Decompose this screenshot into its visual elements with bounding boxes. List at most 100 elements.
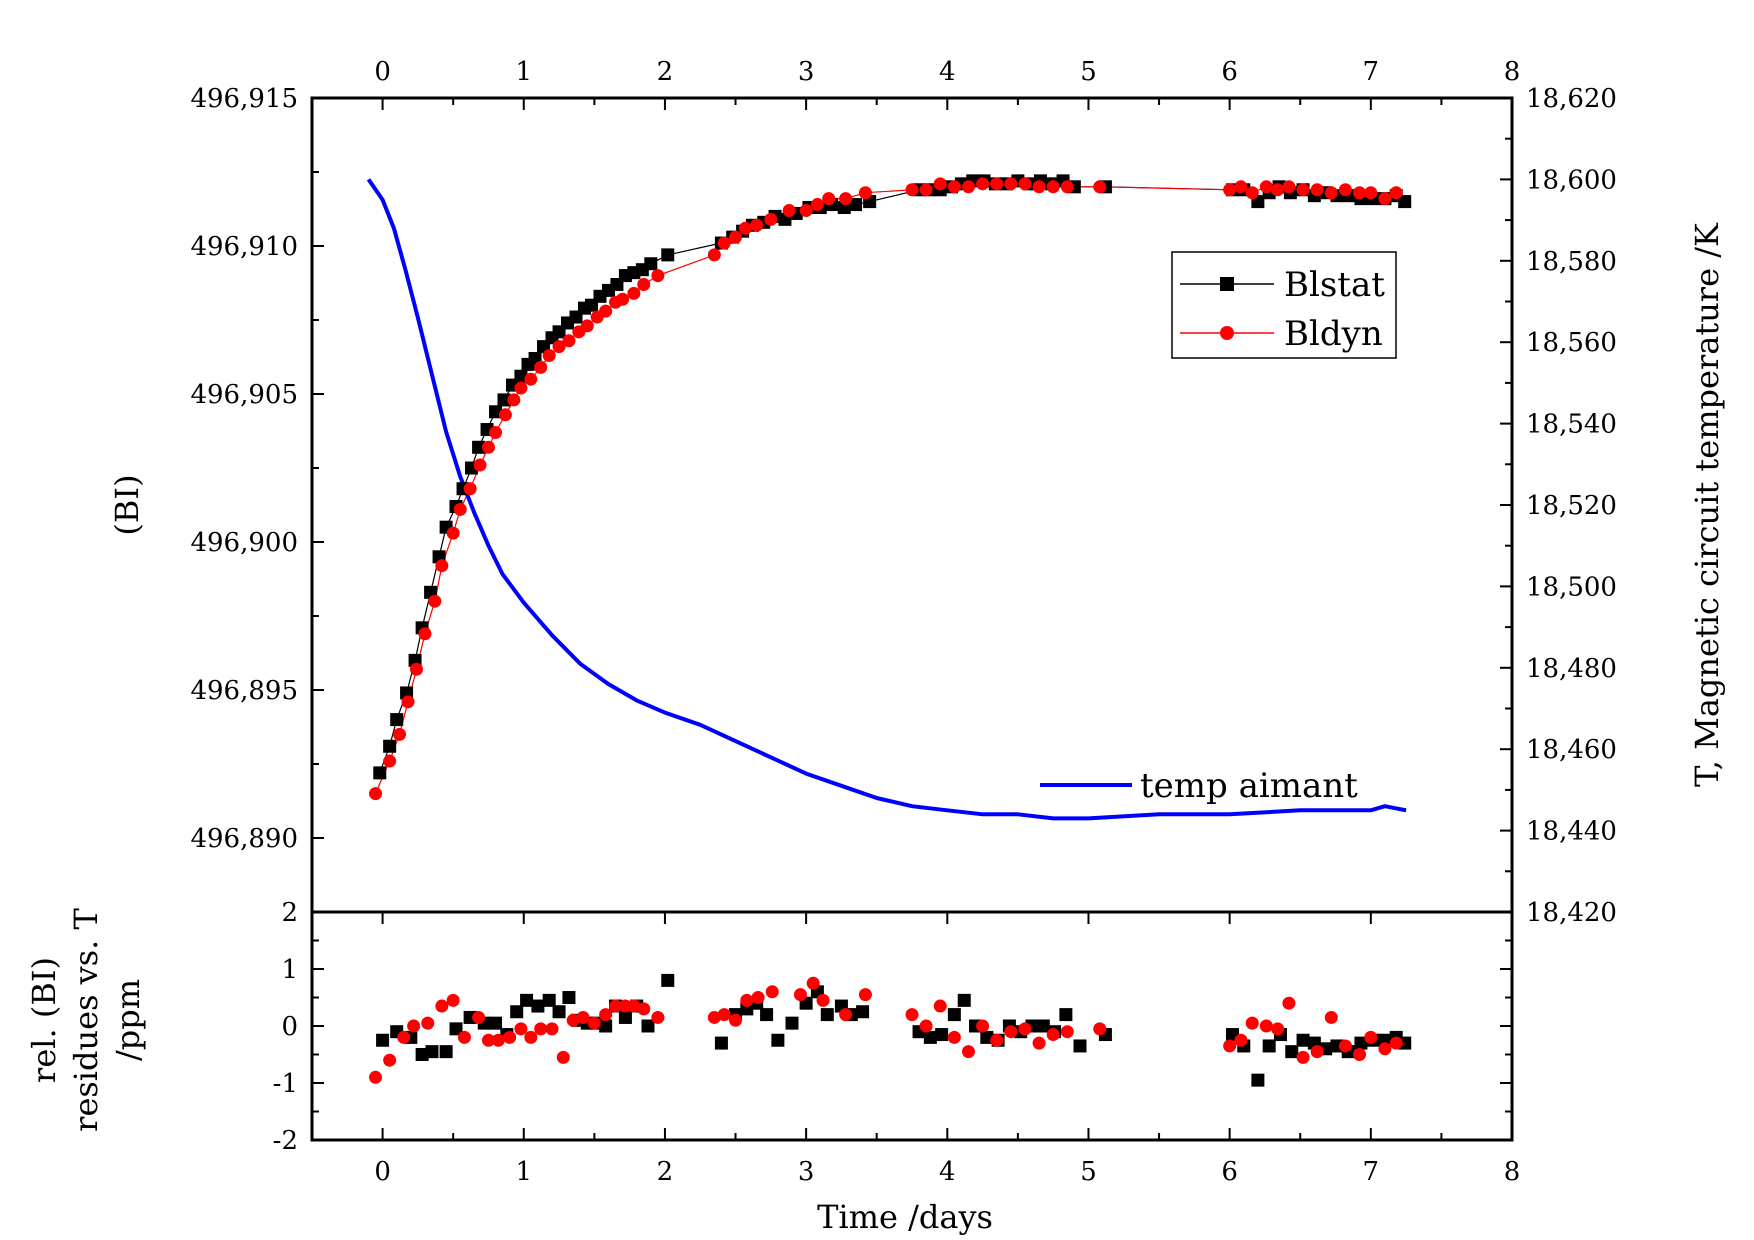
- bldyn-point: [799, 203, 813, 217]
- residue-bldyn-point: [1338, 1039, 1352, 1053]
- bldyn-point: [1093, 180, 1107, 194]
- residue-bldyn-point: [1364, 1030, 1378, 1044]
- residue-bldyn-point: [514, 1022, 528, 1036]
- legend-box: [1171, 251, 1397, 359]
- residue-bldyn-point: [765, 985, 779, 999]
- residue-bldyn-point: [435, 999, 449, 1013]
- residue-bldyn-point: [1032, 1036, 1046, 1050]
- residue-blstat-point: [562, 991, 576, 1004]
- residue-bldyn-point: [1234, 1033, 1248, 1047]
- residue-blstat-point: [641, 1019, 655, 1033]
- bldyn-point: [473, 458, 487, 472]
- left-y-tick-label: 496,915: [190, 84, 298, 114]
- residues-y-tick-label: -2: [273, 1126, 298, 1156]
- residues-y-title-line3: /ppm: [109, 979, 147, 1061]
- residue-bldyn-point: [1378, 1042, 1392, 1056]
- residue-blstat-point: [376, 1033, 390, 1047]
- residues-y-tick-label: -1: [273, 1069, 298, 1099]
- residue-blstat-point: [760, 1008, 774, 1022]
- residue-blstat-point: [947, 1008, 961, 1022]
- legend-bldyn-label: Bldyn: [1284, 314, 1383, 354]
- blstat-point: [390, 713, 404, 727]
- right-y-tick-label: 18,600: [1526, 165, 1617, 195]
- residue-bldyn-point: [1324, 1010, 1338, 1024]
- residue-blstat-point: [1296, 1033, 1310, 1047]
- residue-blstat-point: [771, 1033, 785, 1047]
- bldyn-point: [782, 203, 796, 217]
- residue-bldyn-point: [566, 1013, 580, 1027]
- residue-bldyn-point: [990, 1033, 1004, 1047]
- residue-bldyn-point: [576, 1010, 590, 1024]
- residue-bldyn-point: [1223, 1039, 1237, 1053]
- residues-plot-panel: 0 1 2 3 4 5 6 7 8 -2 -1 0 1 2: [273, 898, 1521, 1187]
- residue-blstat-point: [980, 1030, 994, 1044]
- bottom-x-tick-label: 6: [1221, 1157, 1238, 1187]
- y-axis-right-title: T, Magnetic circuit temperature /K: [1688, 222, 1726, 787]
- main-plot-panel: 0 1 2 3 4 5 6 7 8 496,890 496,895 496,900 496,905 496…: [190, 57, 1617, 928]
- y-axis-left-title: (BI): [108, 474, 146, 535]
- residue-blstat-point: [785, 1016, 799, 1030]
- right-y-tick-label: 18,620: [1526, 84, 1617, 114]
- residue-bldyn-point: [545, 1022, 559, 1036]
- bldyn-point: [489, 425, 503, 439]
- x-axis-title: Time /days: [817, 1198, 993, 1236]
- bldyn-point: [409, 662, 423, 676]
- bldyn-point: [1223, 183, 1237, 197]
- residue-bldyn-point: [472, 1010, 486, 1024]
- residue-blstat-point: [856, 1005, 870, 1019]
- bldyn-point: [514, 381, 528, 395]
- bldyn-point: [933, 177, 947, 191]
- bottom-x-tick-label: 7: [1363, 1157, 1380, 1187]
- bldyn-point: [1004, 177, 1018, 191]
- bldyn-point: [463, 482, 477, 496]
- bldyn-point: [524, 372, 538, 386]
- bldyn-point: [764, 212, 778, 226]
- residue-bldyn-point: [1259, 1019, 1273, 1033]
- bldyn-point: [717, 236, 731, 250]
- residue-bldyn-point: [816, 993, 830, 1007]
- bldyn-point: [1364, 186, 1378, 200]
- residue-bldyn-point: [1046, 1028, 1060, 1042]
- residue-blstat-point: [489, 1016, 503, 1030]
- bldyn-point: [707, 248, 721, 262]
- right-y-tick-label: 18,520: [1526, 491, 1617, 521]
- bldyn-point: [534, 360, 548, 374]
- residue-bldyn-point: [609, 999, 623, 1013]
- bldyn-point: [822, 192, 836, 206]
- bottom-x-tick-label: 1: [515, 1157, 532, 1187]
- right-y-tick-label: 18,500: [1526, 572, 1617, 602]
- residue-bldyn-point: [976, 1019, 990, 1033]
- bldyn-point: [1060, 180, 1074, 194]
- top-x-tick-label: 4: [939, 57, 956, 87]
- residue-bldyn-point: [599, 1008, 613, 1022]
- residue-blstat-point: [520, 993, 534, 1007]
- residue-bldyn-point: [421, 1016, 435, 1030]
- bottom-x-tick-label: 4: [939, 1157, 956, 1187]
- blstat-point: [489, 405, 503, 419]
- bldyn-point: [1324, 186, 1338, 200]
- bldyn-point: [810, 198, 824, 212]
- bldyn-point: [1245, 186, 1259, 200]
- bldyn-point: [1296, 183, 1310, 197]
- bldyn-point: [1271, 183, 1285, 197]
- residue-bldyn-point: [717, 1008, 731, 1022]
- left-y-tick-label: 496,910: [190, 232, 298, 262]
- bldyn-point: [383, 754, 397, 768]
- bldyn-point: [446, 526, 460, 540]
- residue-bldyn-point: [587, 1016, 601, 1030]
- residue-blstat-point: [618, 1010, 632, 1024]
- bottom-x-tick-label: 5: [1080, 1157, 1097, 1187]
- residue-bldyn-point: [1310, 1045, 1324, 1059]
- blstat-point: [472, 440, 486, 454]
- residue-bldyn-point: [1060, 1025, 1074, 1039]
- residue-blstat-point: [449, 1022, 463, 1036]
- blstat-point: [849, 198, 863, 212]
- bldyn-point: [627, 286, 641, 300]
- residue-blstat-point: [552, 1005, 566, 1019]
- bldyn-point: [990, 177, 1004, 191]
- bldyn-point: [507, 393, 521, 407]
- residues-y-title-line2: residues vs. T: [67, 907, 105, 1131]
- bldyn-point: [947, 180, 961, 194]
- left-y-tick-label: 496,895: [190, 676, 298, 706]
